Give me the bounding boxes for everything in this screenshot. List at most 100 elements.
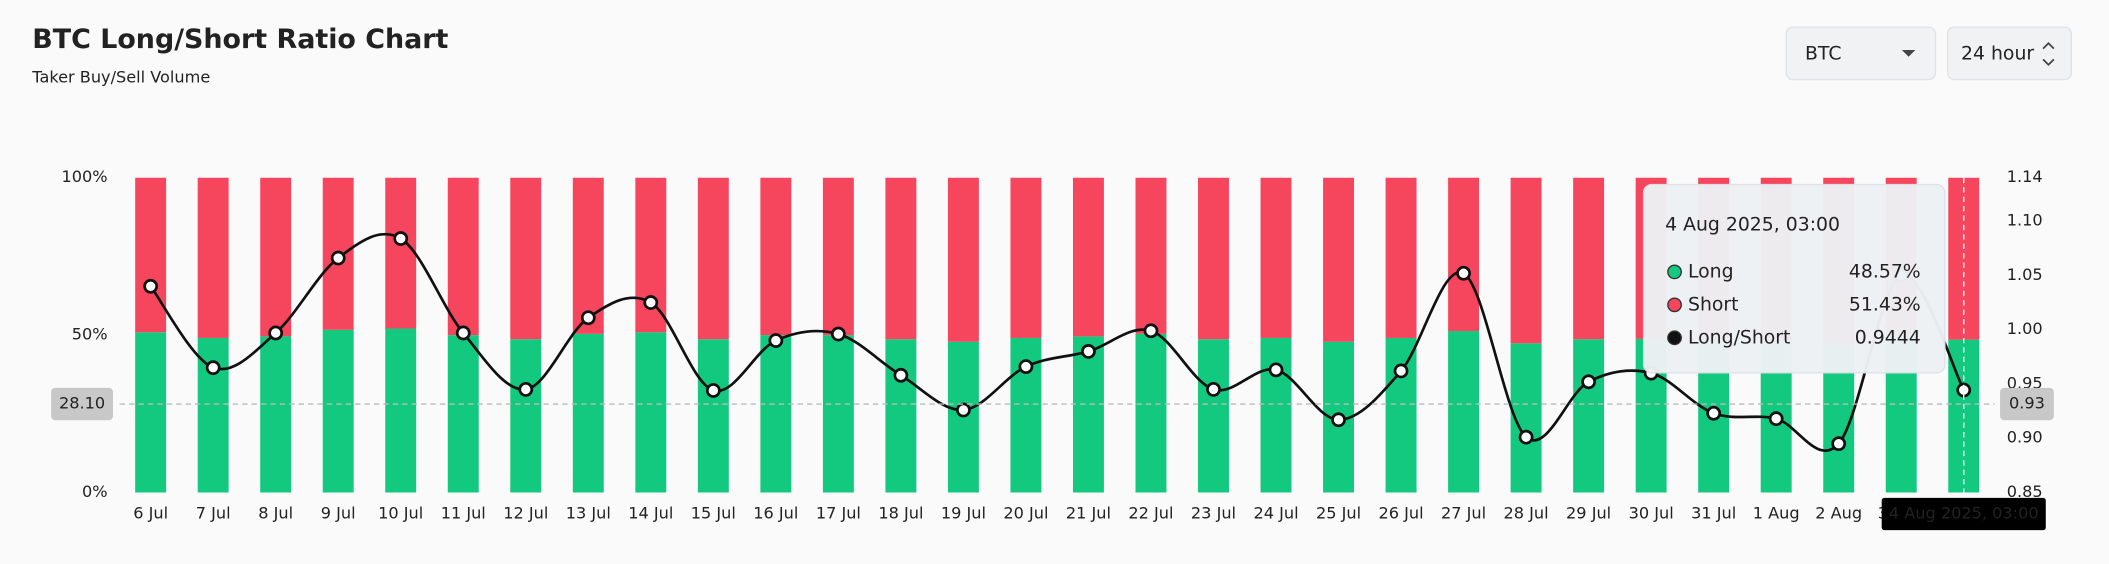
bar-segment [260,177,292,337]
x-tick-label: 22 Jul [1128,504,1173,523]
dropdown-value[interactable]: 24 hour [1961,44,2034,65]
bar-segment [322,329,354,493]
asset-dropdown[interactable]: BTC [1785,26,1937,81]
tooltip-value: 0.9444 [1855,327,1921,348]
period-dropdown[interactable]: 24 hour [1946,26,2073,81]
dropdown-arrow[interactable] [1901,49,1916,57]
y2-tick-label: 1.05 [2007,265,2043,284]
bar-segment [572,333,604,493]
x-tick-label: 11 Jul [441,504,486,523]
bar-segment [1135,333,1167,493]
ratio-point [143,278,159,294]
bar-segment [572,177,604,334]
x-tick-label: 12 Jul [503,504,548,523]
bar-segment [197,177,229,338]
crosshair-label: 28.10 [59,394,105,413]
crosshair-date: 4 Aug 2025, 03:00 [1889,504,2039,523]
bar-segment [1385,337,1417,493]
y2-tick-label: 1.00 [2007,319,2043,338]
x-tick-label: 19 Jul [941,504,986,523]
ratio-point [1393,363,1409,379]
bar-segment [447,177,479,336]
bar-segment [635,332,667,493]
tooltip-value: 48.57% [1849,261,1921,282]
bar-segment [1260,337,1292,493]
tooltip-swatch [1667,264,1682,280]
x-tick-label: 8 Jul [258,504,293,523]
x-tick-label: 16 Jul [753,504,798,523]
x-tick-label: 18 Jul [878,504,923,523]
x-tick-label: 29 Jul [1566,504,1611,523]
y-tick-label: 0% [82,482,108,501]
crosshair-label-box [51,387,113,421]
bar-segment [1010,177,1042,338]
bar-segment [1072,177,1104,337]
x-tick-label: 2 Aug [1815,504,1862,523]
dropdown-box[interactable] [1785,26,1937,81]
tooltip-name: Long/Short [1688,327,1790,348]
tooltip-value: 51.43% [1849,294,1921,315]
bar-segment [385,177,417,329]
x-tick-label: 28 Jul [1504,504,1549,523]
bar-segment [885,339,917,493]
crosshair-label-box [2000,387,2054,421]
crosshair-label: 0.93 [2009,394,2045,413]
x-tick-label: 25 Jul [1316,504,1361,523]
x-tick-label: 6 Jul [133,504,168,523]
x-tick-label: 17 Jul [816,504,861,523]
ratio-point [893,367,909,383]
bar-segment [510,177,542,340]
ratio-point [1456,265,1471,281]
x-tick-label: 7 Jul [196,504,231,523]
x-tick-label: 20 Jul [1003,504,1048,523]
x-tick-label: 31 Jul [1691,504,1736,523]
bar-segment [510,339,542,493]
x-tick-label: 1 Aug [1753,504,1800,523]
x-tick-label: 9 Jul [321,504,356,523]
ratio-point [1018,359,1034,374]
ratio-point [1206,381,1221,397]
tooltip-title: 4 Aug 2025, 03:00 [1665,214,1840,235]
tooltip-name: Short [1688,294,1739,315]
tooltip-swatch [1667,297,1682,313]
tooltip-name: Long [1688,261,1734,282]
ratio-point [1268,362,1284,378]
bar-segment [1323,177,1355,342]
tooltip-box [1642,183,1946,374]
bar-segment [760,177,792,336]
x-tick-label: 14 Jul [628,504,673,523]
ratio-point [518,381,534,397]
ratio-point [1081,344,1096,359]
y-tick-label: 50% [72,325,108,344]
ratio-point [1768,411,1784,427]
ratio-point [455,325,471,341]
y2-tick-label: 1.10 [2007,211,2043,230]
ratio-point [830,326,846,342]
dropdown-box[interactable] [1946,26,2073,81]
bar-segment [135,332,167,493]
x-tick-label: 10 Jul [378,504,423,523]
ratio-point [768,333,784,348]
x-tick-label: 27 Jul [1441,504,1486,523]
bar-segment [1198,339,1229,493]
bar-segment [885,177,917,340]
crosshair-date-box [1881,497,2046,531]
bar-segment [697,339,729,493]
ratio-point [1518,429,1534,445]
dropdown-arrow[interactable] [2042,42,2055,67]
ratio-point [643,295,659,310]
bar-segment [447,335,479,493]
bar-segment [947,177,979,342]
y2-tick-label: 0.95 [2007,373,2043,392]
ratio-point [1331,412,1346,428]
bar-segment [1573,339,1605,493]
bar-segment [822,335,854,493]
ratio-point [330,250,346,266]
dropdown-value[interactable]: BTC [1805,44,1841,65]
bar-segment [697,177,729,340]
bar-segment [1260,177,1292,338]
bar-segment [1510,177,1542,344]
tooltip-swatch [1667,330,1682,346]
bar-segment [1448,331,1480,493]
